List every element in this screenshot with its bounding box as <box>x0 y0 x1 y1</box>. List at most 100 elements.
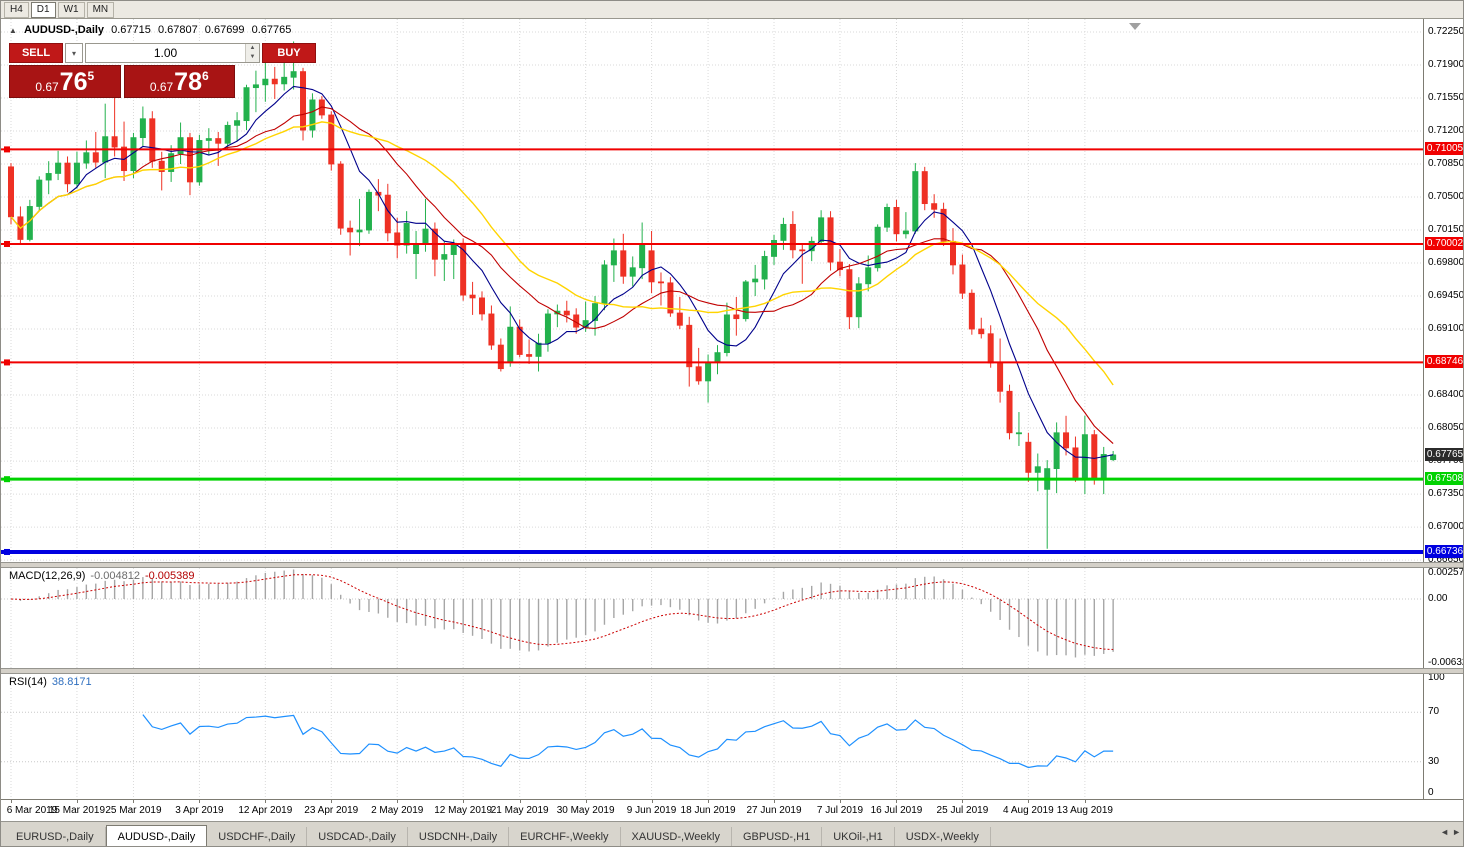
volume-down-icon[interactable]: ▼ <box>246 53 259 62</box>
price-axis-label: 0.71200 <box>1428 125 1464 136</box>
tab-eurchf-weekly[interactable]: EURCHF-,Weekly <box>509 827 621 846</box>
tab-eurusd-daily[interactable]: EURUSD-,Daily <box>5 827 106 846</box>
date-tick <box>397 800 399 803</box>
price-axis-label: 0.69800 <box>1428 257 1464 269</box>
date-axis-label: 21 May 2019 <box>490 805 549 816</box>
rsi-axis-label: 30 <box>1428 755 1440 767</box>
panel-divider-rsi[interactable] <box>1 668 1463 674</box>
price-axis-label: 0.72250 <box>1428 26 1464 37</box>
macd-main-value: -0.004812 <box>90 570 140 582</box>
price-axis-label: 0.71550 <box>1428 92 1464 103</box>
panel-divider-macd[interactable] <box>1 562 1463 568</box>
date-axis-label: 7 Jul 2019 <box>816 805 864 816</box>
ohlc-close: 0.67765 <box>251 24 292 36</box>
ohlc-high: 0.67807 <box>157 24 198 36</box>
date-axis: 6 Mar 2019 15 Mar 2019 25 Mar 2019 3 Apr 20… <box>1 799 1463 821</box>
timeframe-button-w1[interactable]: W1 <box>57 1 85 18</box>
macd-signal-line <box>10 574 1114 651</box>
sell-price-prefix: 0.67 <box>35 80 59 94</box>
tab-xauusd-weekly[interactable]: XAUUSD-,Weekly <box>621 827 732 846</box>
volume-up-icon[interactable]: ▲ <box>246 44 259 53</box>
buy-price-prefix: 0.67 <box>149 80 174 94</box>
date-tick <box>265 800 267 803</box>
tab-scroll-right-icon[interactable]: ► <box>1452 827 1461 837</box>
date-tick <box>839 800 841 803</box>
date-axis-label: 23 Apr 2019 <box>304 805 359 816</box>
date-tick <box>1084 800 1086 803</box>
buy-price-button[interactable]: 0.67 78 6 <box>123 65 235 98</box>
sell-price-button[interactable]: 0.67 76 5 <box>9 65 121 98</box>
tab-usdcnh-daily[interactable]: USDCNH-,Daily <box>408 827 510 846</box>
ma-mid-line <box>10 106 1114 444</box>
rsi-panel <box>1 711 1423 769</box>
volume-input[interactable] <box>86 44 245 62</box>
rsi-axis-label: 100 <box>1428 672 1445 683</box>
macd-axis-label: 0.00 <box>1428 593 1448 604</box>
date-tick <box>463 800 465 803</box>
buy-price-pip: 6 <box>201 69 209 83</box>
price-axis-label: 0.68050 <box>1428 422 1464 434</box>
tab-usdcad-daily[interactable]: USDCAD-,Daily <box>307 827 408 846</box>
chart-symbol: AUDUSD-,Daily <box>23 24 105 36</box>
date-axis-label: 12 Apr 2019 <box>238 805 293 816</box>
price-axis-label: 0.67350 <box>1428 488 1464 500</box>
date-tick <box>519 800 521 803</box>
date-axis-label: 6 Mar 2019 <box>6 805 58 816</box>
sell-price-main: 76 <box>59 68 88 96</box>
date-axis-label: 30 May 2019 <box>556 805 615 816</box>
date-tick <box>11 800 12 803</box>
timeframe-button-h4[interactable]: H4 <box>4 1 29 18</box>
price-axis-label: 0.70500 <box>1428 191 1464 203</box>
one-click-toggle-icon[interactable]: ▲ <box>9 26 17 35</box>
date-axis-label: 25 Jul 2019 <box>936 805 989 816</box>
rsi-label: RSI(14) 38.8171 <box>9 676 92 688</box>
tab-usdchf-daily[interactable]: USDCHF-,Daily <box>207 827 308 846</box>
price-badge-0.67508: 0.67508 <box>1425 472 1464 486</box>
hline-handle <box>4 476 10 483</box>
date-tick <box>331 800 333 803</box>
hline-handle <box>4 146 10 153</box>
chart-shift-marker-icon <box>1129 23 1141 30</box>
timeframe-button-mn[interactable]: MN <box>86 1 115 18</box>
rsi-value: 38.8171 <box>51 676 92 688</box>
tab-gbpusd-h1[interactable]: GBPUSD-,H1 <box>732 827 823 846</box>
price-badge-0.71005: 0.71005 <box>1425 142 1464 156</box>
tab-ukoil-h1[interactable]: UKOil-,H1 <box>822 827 895 846</box>
buy-button[interactable]: BUY <box>262 43 316 63</box>
sell-button[interactable]: SELL <box>9 43 63 63</box>
date-tick <box>199 800 201 803</box>
timeframe-button-d1[interactable]: D1 <box>30 1 56 18</box>
tab-audusd-daily[interactable]: AUDUSD-,Daily <box>105 825 208 846</box>
date-tick <box>133 800 135 803</box>
date-axis-label: 15 Mar 2019 <box>48 805 106 816</box>
price-badge-0.68746: 0.68746 <box>1425 355 1464 369</box>
date-axis-label: 3 Apr 2019 <box>175 805 224 816</box>
timeframe-toolbar: H4 D1 W1 MN <box>1 1 1463 19</box>
volume-spinner: ▲ ▼ <box>245 44 259 62</box>
price-axis-label: 0.70150 <box>1428 224 1464 236</box>
macd-axis-label: -0.006326 <box>1428 657 1463 668</box>
date-axis-label: 16 Jul 2019 <box>870 805 923 816</box>
price-axis-label: 0.69450 <box>1428 290 1464 302</box>
ohlc-open: 0.67715 <box>111 24 151 36</box>
chart-tabs-bar: EURUSD-,Daily AUDUSD-,Daily USDCHF-,Daily U… <box>1 821 1463 846</box>
rsi-axis-label: 0 <box>1428 787 1434 798</box>
current-price-badge: 0.67765 <box>1425 447 1464 461</box>
chart-tabs: EURUSD-,Daily AUDUSD-,Daily USDCHF-,Daily U… <box>1 822 991 846</box>
price-axis-label: 0.71900 <box>1428 59 1464 70</box>
buy-price-main: 78 <box>174 68 202 96</box>
tab-scroll-left-icon[interactable]: ◄ <box>1440 827 1450 837</box>
volume-dropdown-icon[interactable]: ▾ <box>65 43 83 63</box>
ohlc-low: 0.67699 <box>204 24 245 36</box>
price-axis-label: 0.68400 <box>1428 389 1464 401</box>
tab-usdx-weekly[interactable]: USDX-,Weekly <box>895 827 991 846</box>
ma-slow-line <box>10 121 1114 386</box>
price-badge-0.70002: 0.70002 <box>1425 236 1464 250</box>
grid-vertical <box>10 19 1086 799</box>
date-axis-label: 9 Jun 2019 <box>626 805 677 816</box>
date-tick <box>651 800 653 803</box>
date-tick <box>585 800 587 803</box>
macd-label: MACD(12,26,9) -0.004812 -0.005389 <box>9 570 195 582</box>
